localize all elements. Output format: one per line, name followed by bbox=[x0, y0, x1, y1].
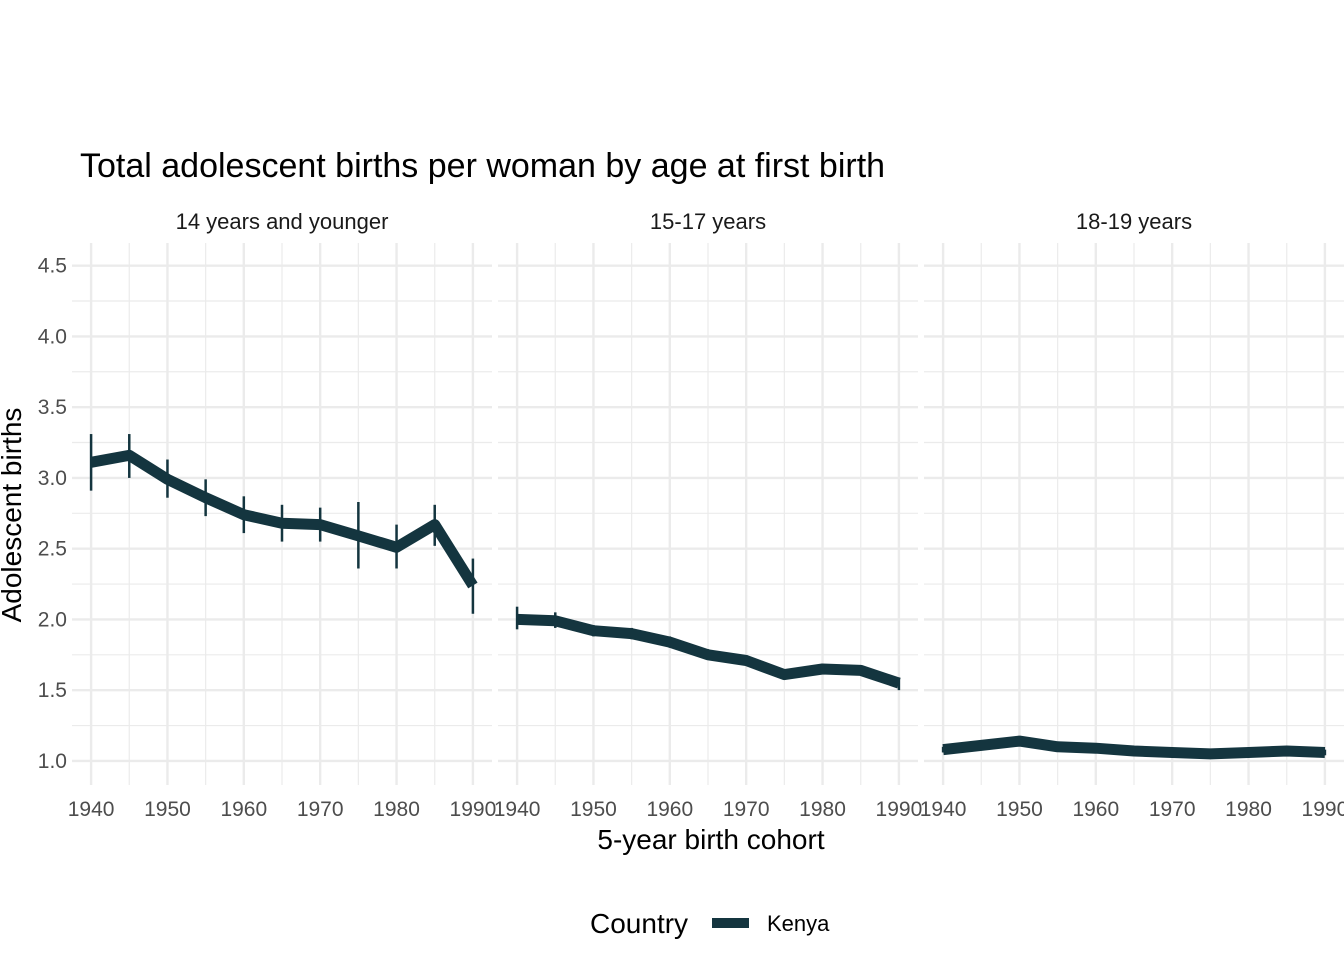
x-tick-label: 1990 bbox=[450, 798, 497, 821]
x-tick-label: 1980 bbox=[799, 798, 846, 821]
y-tick-label: 2.0 bbox=[38, 608, 67, 631]
y-tick-label: 1.5 bbox=[38, 679, 67, 702]
panel-strip-label: 18-19 years bbox=[1076, 209, 1192, 234]
y-tick-label: 4.0 bbox=[38, 325, 67, 348]
x-tick-label: 1970 bbox=[1149, 798, 1196, 821]
x-tick-label: 1970 bbox=[723, 798, 770, 821]
x-tick-label: 1940 bbox=[494, 798, 541, 821]
series-kenya bbox=[515, 606, 901, 691]
x-tick-label: 1940 bbox=[920, 798, 967, 821]
panel-1: 14 years and younger 1940 1950 1960 1970 1980… bbox=[68, 209, 497, 821]
y-tick-label: 2.5 bbox=[38, 538, 67, 561]
x-tick-label: 1970 bbox=[297, 798, 344, 821]
panel-strip-label: 15-17 years bbox=[650, 209, 766, 234]
y-tick-label: 3.5 bbox=[38, 396, 67, 419]
panel-strip-label: 14 years and younger bbox=[176, 209, 389, 234]
x-tick-label: 1960 bbox=[1072, 798, 1119, 821]
x-tick-label: 1980 bbox=[373, 798, 420, 821]
x-tick-label: 1960 bbox=[220, 798, 267, 821]
x-tick-label: 1990 bbox=[1302, 798, 1344, 821]
y-tick-label: 3.0 bbox=[38, 467, 67, 490]
x-tick-label: 1990 bbox=[876, 798, 923, 821]
legend: Country Kenya bbox=[590, 908, 830, 939]
x-tick-label: 1980 bbox=[1225, 798, 1272, 821]
x-tick-label: 1960 bbox=[646, 798, 693, 821]
y-axis-title: Adolescent births bbox=[0, 408, 27, 623]
x-axis-title: 5-year birth cohort bbox=[597, 824, 824, 855]
legend-key-kenya bbox=[712, 918, 749, 928]
series-kenya bbox=[89, 434, 478, 614]
chart-panels: 14 years and younger 1940 1950 1960 1970 1980… bbox=[68, 209, 1344, 821]
x-tick-label: 1940 bbox=[68, 798, 115, 821]
y-tick-label: 1.0 bbox=[38, 750, 67, 773]
panel-3: 18-19 years 1940 1950 1960 1970 1980 1990 bbox=[920, 209, 1344, 821]
y-tick-label: 4.5 bbox=[38, 255, 67, 278]
legend-title: Country bbox=[590, 908, 688, 939]
y-axis: 1.0 1.5 2.0 2.5 3.0 3.5 4.0 4.5 bbox=[38, 255, 67, 773]
x-tick-label: 1950 bbox=[996, 798, 1043, 821]
x-tick-label: 1950 bbox=[570, 798, 617, 821]
x-tick-label: 1950 bbox=[144, 798, 191, 821]
legend-label-kenya: Kenya bbox=[767, 911, 830, 936]
panel-2: 15-17 years 1940 1950 1960 1970 1980 1990 bbox=[494, 209, 923, 821]
series-kenya bbox=[941, 735, 1327, 760]
chart-title: Total adolescent births per woman by age… bbox=[80, 147, 885, 185]
